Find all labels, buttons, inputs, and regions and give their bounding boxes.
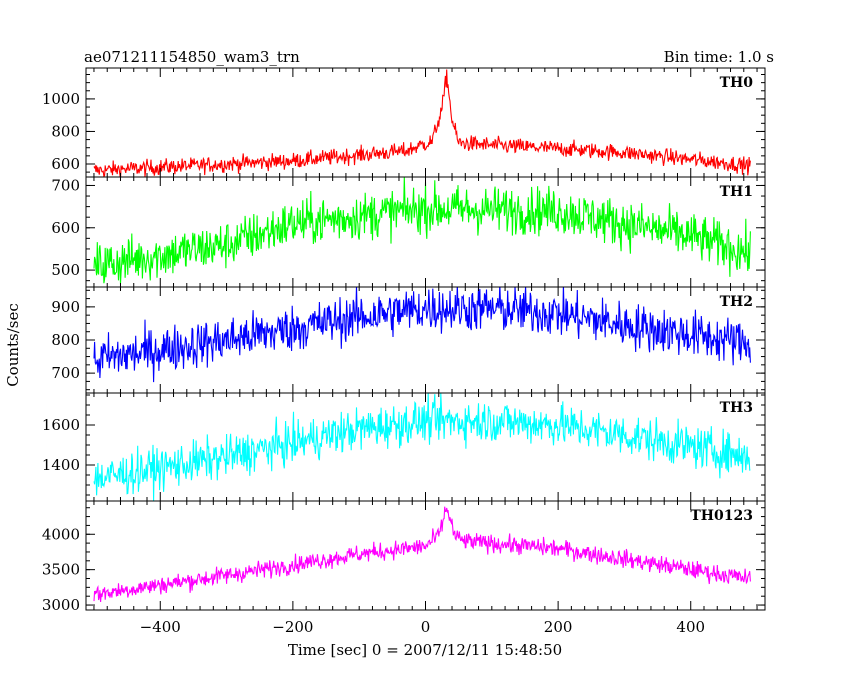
y-tick-label: 600 <box>51 219 80 237</box>
x-tick-label: −400 <box>140 618 181 636</box>
series-line-th0123 <box>93 506 751 603</box>
panel-label-th1: TH1 <box>720 184 753 200</box>
x-tick-label: 200 <box>544 618 573 636</box>
series-line-th0 <box>93 69 751 177</box>
y-axis-label: Counts/sec <box>4 303 22 387</box>
x-tick-label: −200 <box>272 618 313 636</box>
y-tick-label: 3000 <box>42 596 80 614</box>
series-line-th1 <box>93 177 751 284</box>
plot-panels: 600 800 1000 TH0 500 600 700 TH1 700 800 900 TH2 140… <box>42 67 766 636</box>
y-tick-label: 4000 <box>42 525 80 543</box>
series-line-th2 <box>93 287 751 383</box>
panel-label-th0: TH0 <box>720 75 754 91</box>
series-line-th3 <box>93 393 751 501</box>
y-tick-label: 800 <box>51 331 80 349</box>
y-tick-label: 600 <box>51 155 80 173</box>
y-tick-label: 800 <box>51 122 80 140</box>
chart-title: ae071211154850_wam3_trn <box>84 48 300 66</box>
y-tick-label: 1400 <box>42 456 80 474</box>
y-tick-label: 1000 <box>42 90 80 108</box>
y-tick-label: 700 <box>51 176 80 194</box>
y-tick-label: 700 <box>51 364 80 382</box>
bin-time-label: Bin time: 1.0 s <box>664 48 774 66</box>
panel-label-th2: TH2 <box>720 294 753 310</box>
y-tick-label: 500 <box>51 261 80 279</box>
panel-label-th0123: TH0123 <box>690 508 753 524</box>
y-tick-label: 900 <box>51 298 80 316</box>
panel-frame-th0123 <box>85 500 766 611</box>
panel-label-th3: TH3 <box>720 400 753 416</box>
x-tick-label: 400 <box>676 618 705 636</box>
x-tick-label: 0 <box>421 618 431 636</box>
y-tick-label: 1600 <box>42 416 80 434</box>
x-axis-label: Time [sec] 0 = 2007/12/11 15:48:50 <box>288 641 562 659</box>
y-tick-label: 3500 <box>42 561 80 579</box>
